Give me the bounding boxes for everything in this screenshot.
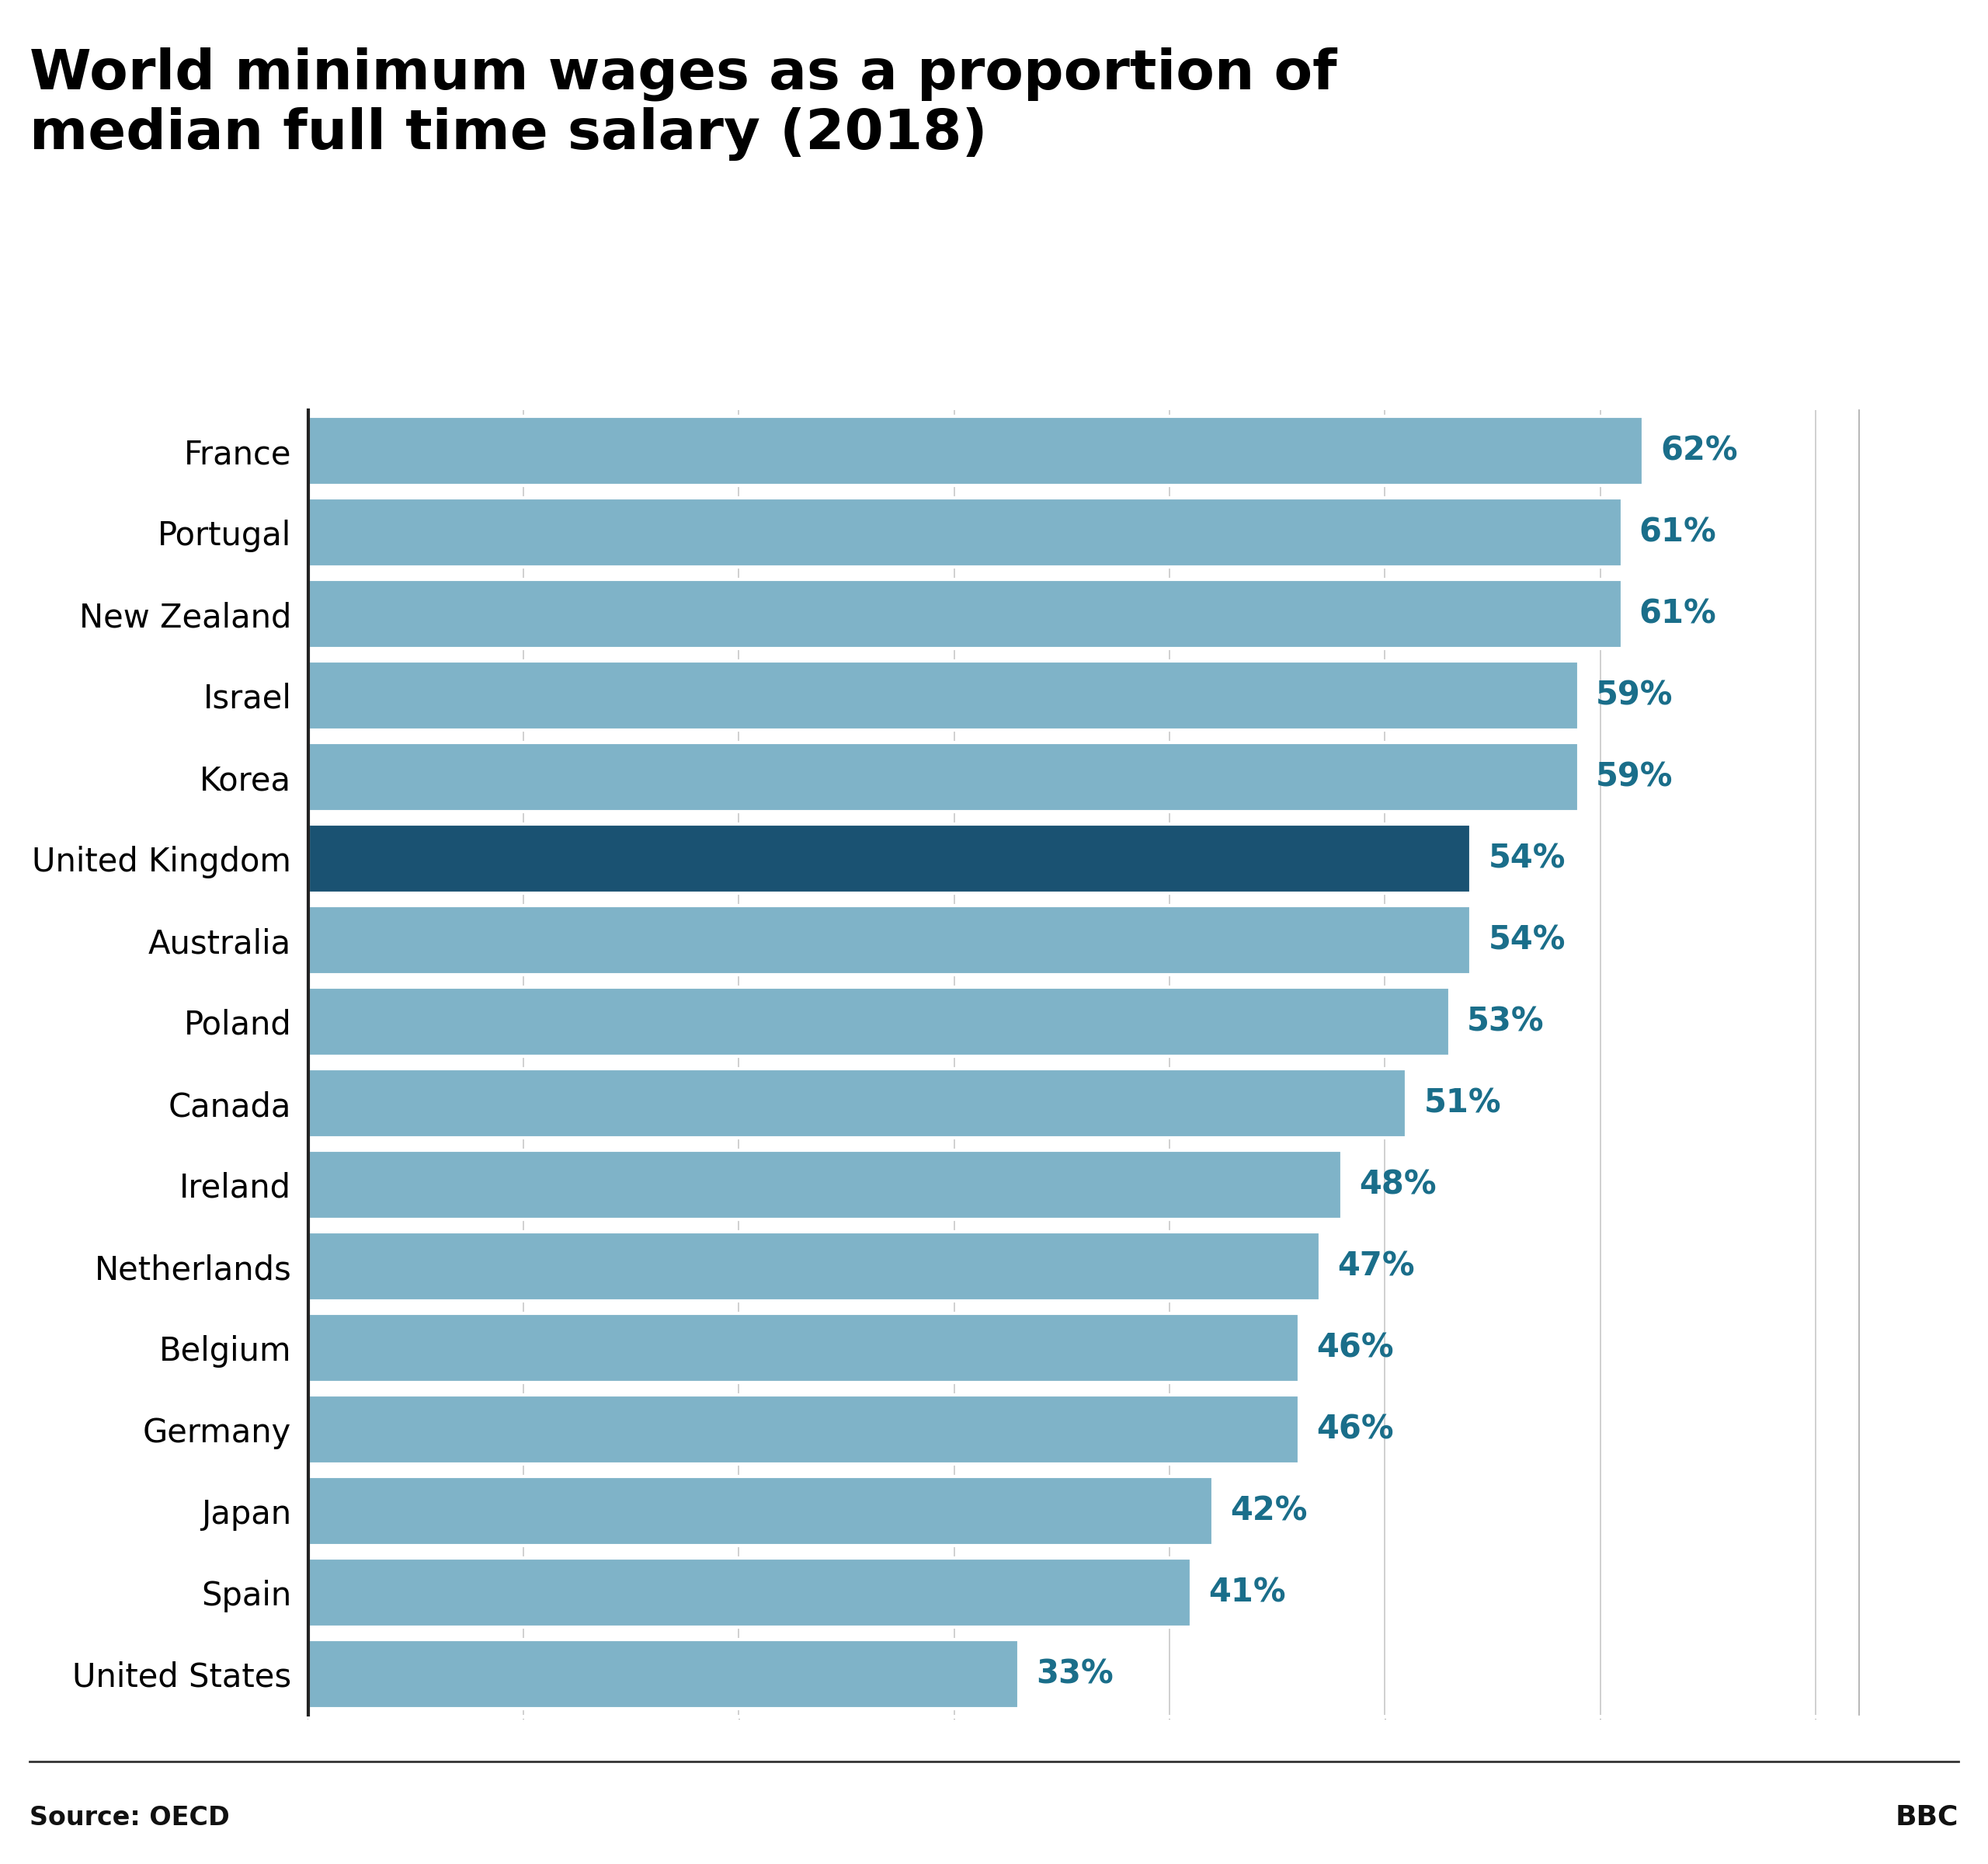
Bar — [308, 824, 1471, 893]
Bar — [308, 1068, 1408, 1137]
Text: 54%: 54% — [1489, 843, 1567, 874]
Text: 41%: 41% — [1209, 1577, 1286, 1609]
Bar — [308, 1232, 1320, 1301]
Bar — [308, 1476, 1213, 1545]
Text: 54%: 54% — [1489, 925, 1567, 956]
Text: 51%: 51% — [1423, 1087, 1501, 1120]
Text: 46%: 46% — [1316, 1331, 1394, 1364]
Bar — [308, 580, 1622, 649]
Text: 59%: 59% — [1596, 761, 1674, 794]
Text: 61%: 61% — [1640, 598, 1716, 630]
Text: 48%: 48% — [1360, 1169, 1437, 1200]
Bar — [308, 906, 1471, 975]
Text: 59%: 59% — [1596, 678, 1674, 712]
Bar — [308, 662, 1578, 731]
Bar — [308, 988, 1449, 1057]
Bar — [308, 1314, 1298, 1383]
Bar — [308, 416, 1644, 485]
Text: Source: OECD: Source: OECD — [30, 1804, 231, 1830]
Bar — [308, 1394, 1298, 1463]
Text: 62%: 62% — [1660, 434, 1738, 468]
Bar — [308, 1150, 1342, 1219]
Text: World minimum wages as a proportion of
median full time salary (2018): World minimum wages as a proportion of m… — [30, 47, 1338, 160]
Text: BBC: BBC — [1895, 1804, 1958, 1830]
Text: 53%: 53% — [1467, 1005, 1545, 1038]
Bar — [308, 1558, 1191, 1627]
Text: 33%: 33% — [1036, 1657, 1113, 1691]
Text: 47%: 47% — [1338, 1251, 1415, 1282]
Text: 42%: 42% — [1231, 1495, 1308, 1527]
Bar — [308, 742, 1578, 811]
Bar — [308, 1640, 1020, 1709]
Text: 61%: 61% — [1640, 516, 1716, 548]
Text: 46%: 46% — [1316, 1413, 1394, 1446]
Bar — [308, 498, 1622, 567]
